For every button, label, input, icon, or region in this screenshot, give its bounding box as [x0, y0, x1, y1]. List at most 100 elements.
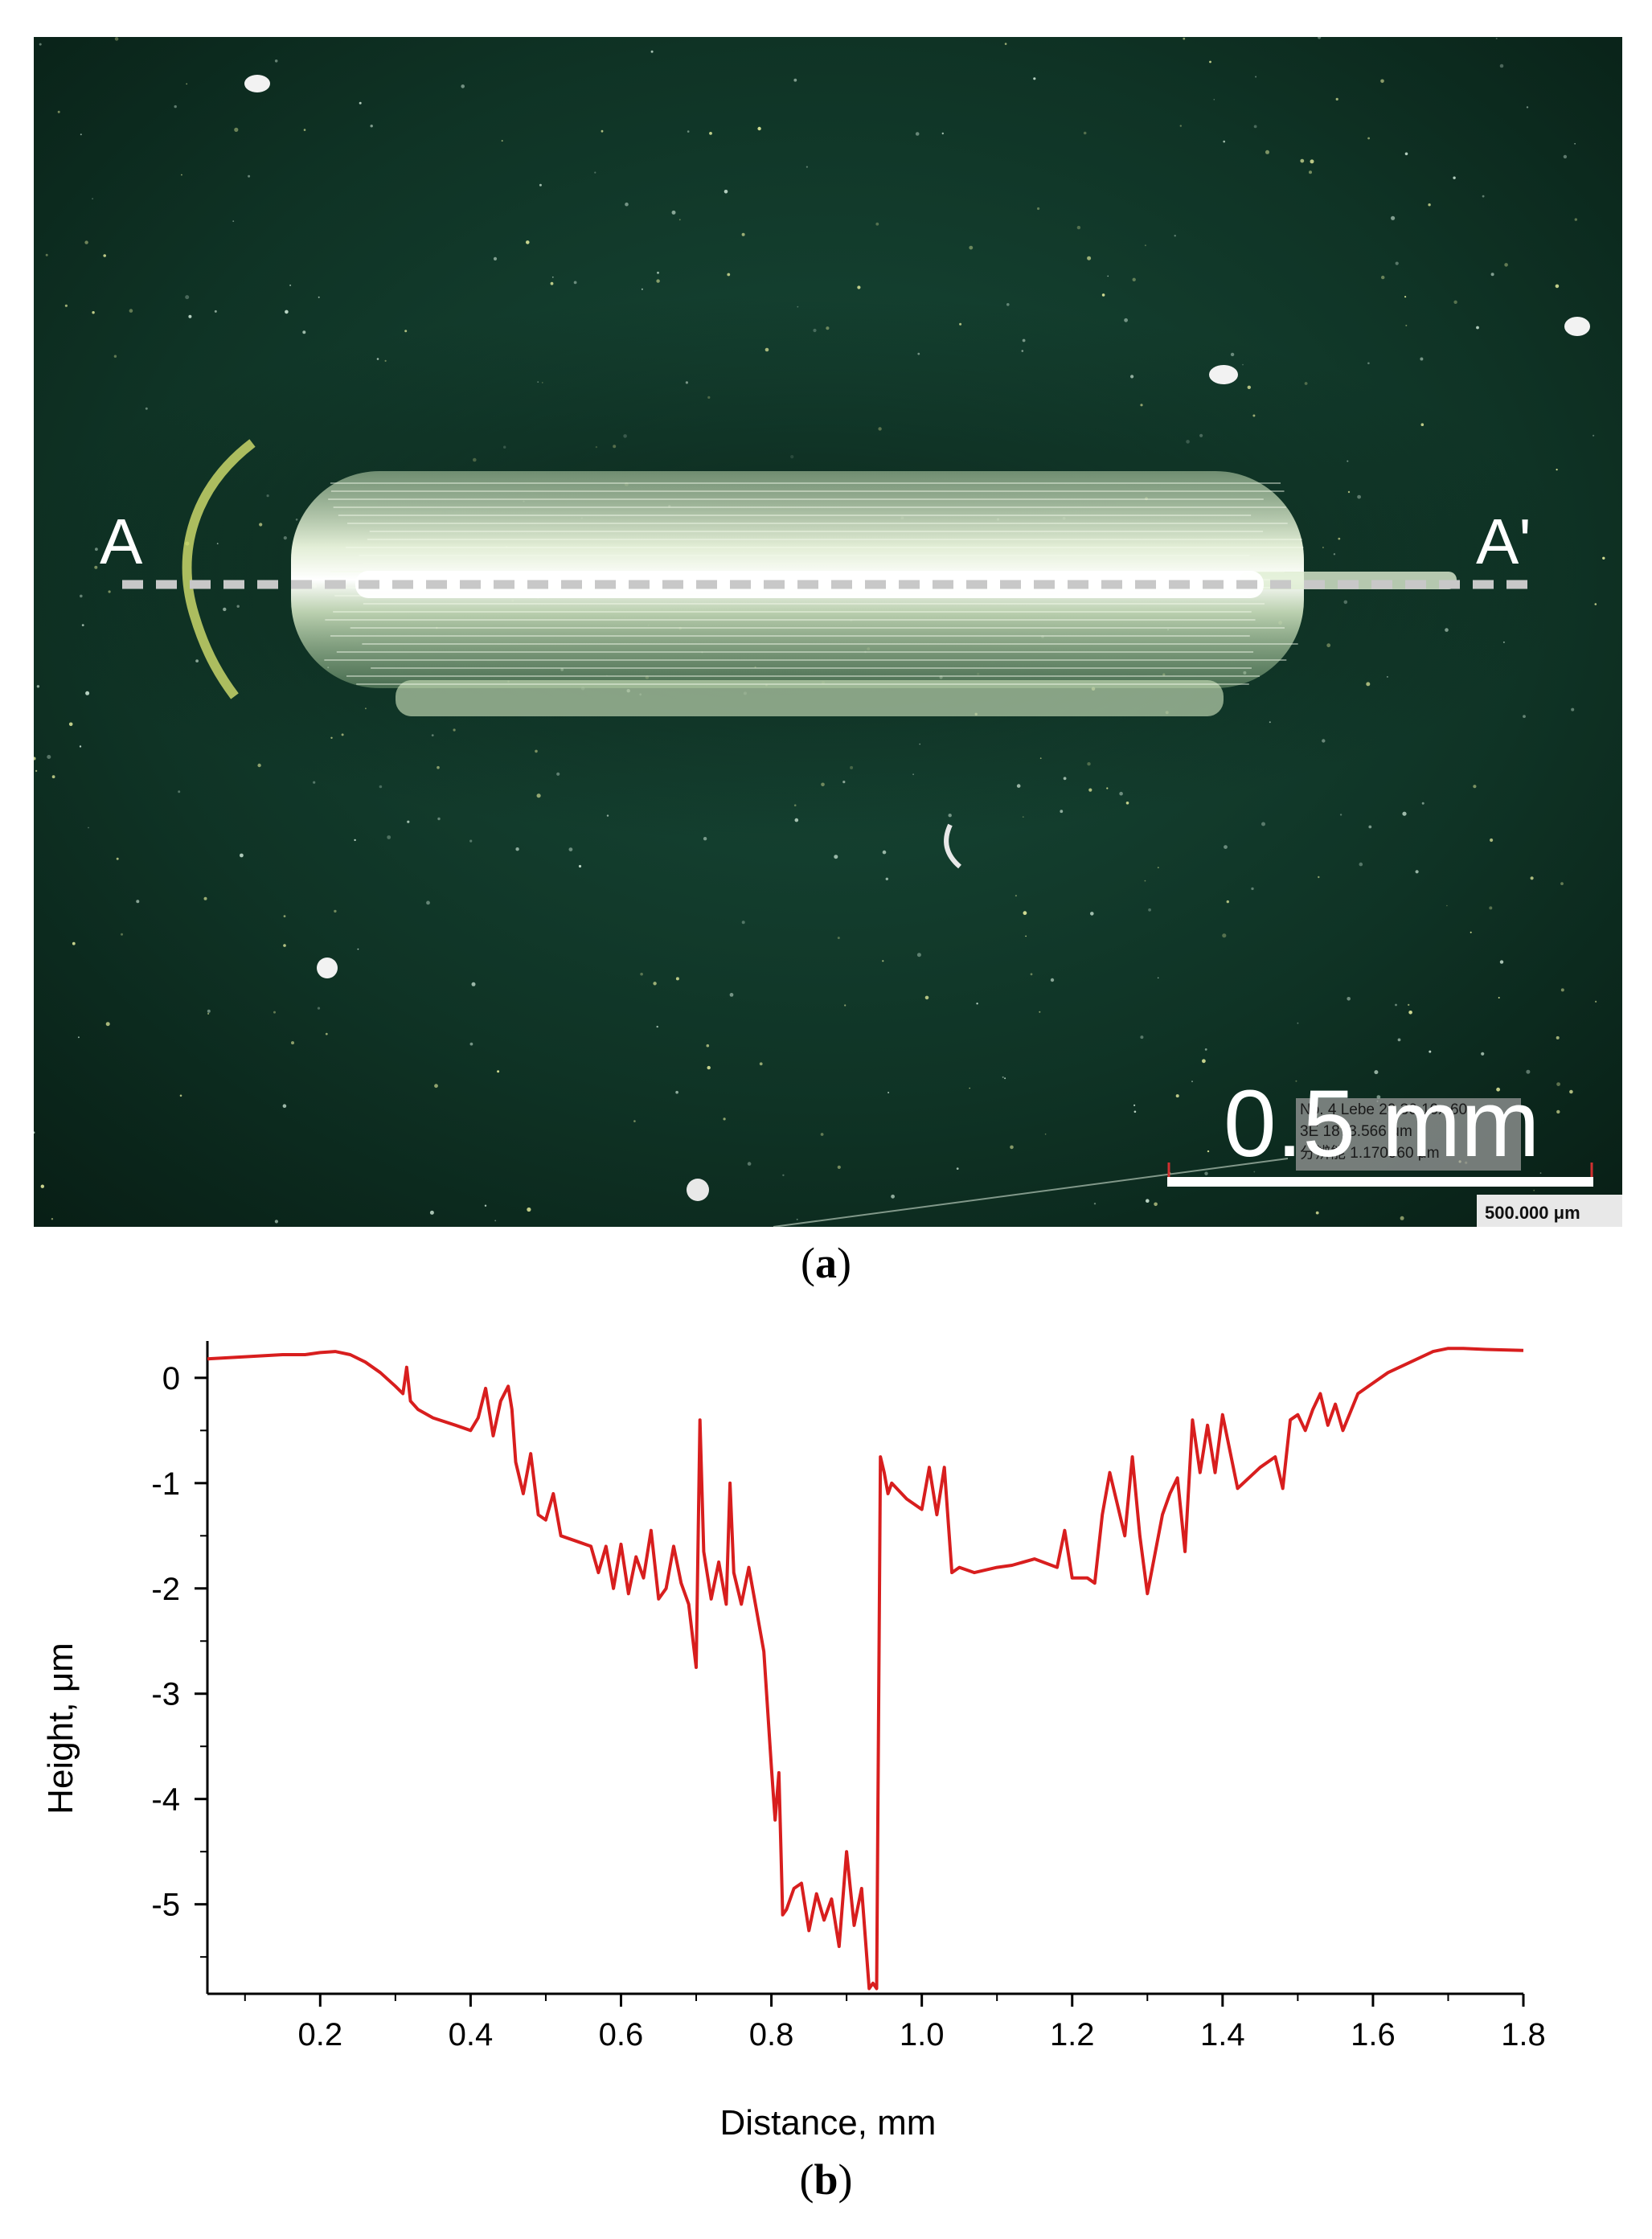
speck: [1002, 1076, 1004, 1078]
speck: [625, 202, 629, 207]
x-tick-label: 1.2: [1050, 2017, 1095, 2052]
speck: [1144, 244, 1146, 247]
speck: [302, 330, 306, 334]
speck: [283, 915, 286, 917]
speck: [493, 256, 498, 260]
speck: [1146, 1199, 1150, 1203]
speck: [956, 1167, 959, 1170]
speck: [1204, 1048, 1207, 1051]
speck: [1223, 140, 1225, 143]
speck: [1429, 1050, 1432, 1053]
speck: [1574, 218, 1578, 221]
speck: [303, 129, 306, 131]
overlay-line-1: No. 4 Lebe 20.30 10x 60: [1300, 1101, 1467, 1118]
speck: [359, 101, 362, 105]
speck: [1183, 37, 1186, 40]
speck: [653, 982, 657, 986]
speck: [174, 105, 177, 109]
speck: [1499, 960, 1504, 964]
speck: [1004, 1077, 1006, 1080]
speck: [916, 953, 921, 958]
particle: [687, 1179, 709, 1201]
speck: [203, 896, 207, 900]
speck: [1556, 1109, 1560, 1114]
speck: [1209, 60, 1211, 64]
chart-axes: [206, 1341, 1523, 1995]
speck: [114, 37, 119, 41]
speck: [640, 972, 643, 976]
speck: [687, 130, 690, 133]
speck: [1295, 1080, 1297, 1082]
x-axis-ticks: 0.2 0.4 0.6 0.8 1.0 1.2 1.4 1.6 1.8: [244, 1994, 1546, 2052]
speck: [1368, 825, 1372, 829]
speck: [806, 166, 809, 168]
speck: [793, 78, 797, 82]
speck: [709, 132, 712, 135]
speck: [1574, 143, 1576, 145]
speck: [214, 310, 217, 313]
speck: [1367, 362, 1370, 365]
particle: [317, 958, 338, 978]
speck: [1033, 77, 1036, 80]
x-tick-label: 0.4: [449, 2017, 494, 2052]
speck: [318, 296, 320, 298]
speck: [1571, 707, 1575, 711]
speck: [657, 271, 659, 274]
particle: [1209, 365, 1238, 384]
speck: [1090, 912, 1094, 916]
speck: [1154, 1202, 1158, 1207]
y-tick-label: -4: [151, 1782, 180, 1818]
speck: [601, 129, 604, 133]
speck: [285, 310, 289, 314]
speck: [273, 1011, 276, 1014]
speck: [1174, 235, 1176, 237]
speck: [656, 279, 660, 283]
speck: [1404, 296, 1407, 298]
speck: [234, 127, 239, 132]
speck: [181, 174, 182, 176]
speck: [1555, 284, 1560, 289]
speck: [1148, 908, 1151, 912]
speck: [357, 948, 359, 950]
speck: [469, 839, 473, 843]
speck: [1015, 895, 1017, 897]
speck: [1309, 170, 1312, 174]
speck: [1226, 900, 1230, 904]
speck: [84, 240, 88, 244]
speck: [1563, 154, 1568, 159]
speck: [675, 977, 679, 981]
speck: [1202, 1059, 1206, 1064]
speck: [85, 691, 90, 695]
speck: [484, 1204, 487, 1207]
speck: [121, 933, 123, 936]
speck: [1335, 97, 1338, 100]
speck: [274, 59, 278, 63]
y-tick-label: 0: [162, 1361, 180, 1396]
caption-a-label: a: [815, 1239, 837, 1287]
speck: [633, 1120, 636, 1122]
speck: [207, 1012, 210, 1015]
speck: [1087, 256, 1092, 260]
speck: [757, 126, 761, 131]
speck: [1381, 275, 1385, 280]
speck: [188, 314, 192, 318]
speck: [882, 850, 887, 855]
speck: [469, 1042, 473, 1046]
speck: [461, 84, 465, 88]
speck: [1408, 1011, 1412, 1015]
speck: [1489, 906, 1493, 910]
speck: [1133, 1110, 1137, 1113]
height-profile-chart: 0.2 0.4 0.6 0.8 1.0 1.2 1.4 1.6 1.8 0-1-2-3-4-5 …: [41, 1341, 1546, 2143]
speck: [1421, 802, 1424, 805]
speck: [1318, 876, 1320, 879]
particle-crescent: [944, 823, 962, 869]
y-axis-ticks: 0 -1 -2 -3 -4 -5: [151, 1361, 207, 1958]
speck: [40, 1184, 44, 1188]
speck: [1594, 603, 1597, 605]
speck: [283, 944, 286, 947]
speck: [1253, 125, 1257, 129]
speck: [1050, 978, 1055, 982]
speck: [1380, 79, 1384, 84]
speck: [178, 790, 181, 793]
speck: [706, 1044, 710, 1048]
